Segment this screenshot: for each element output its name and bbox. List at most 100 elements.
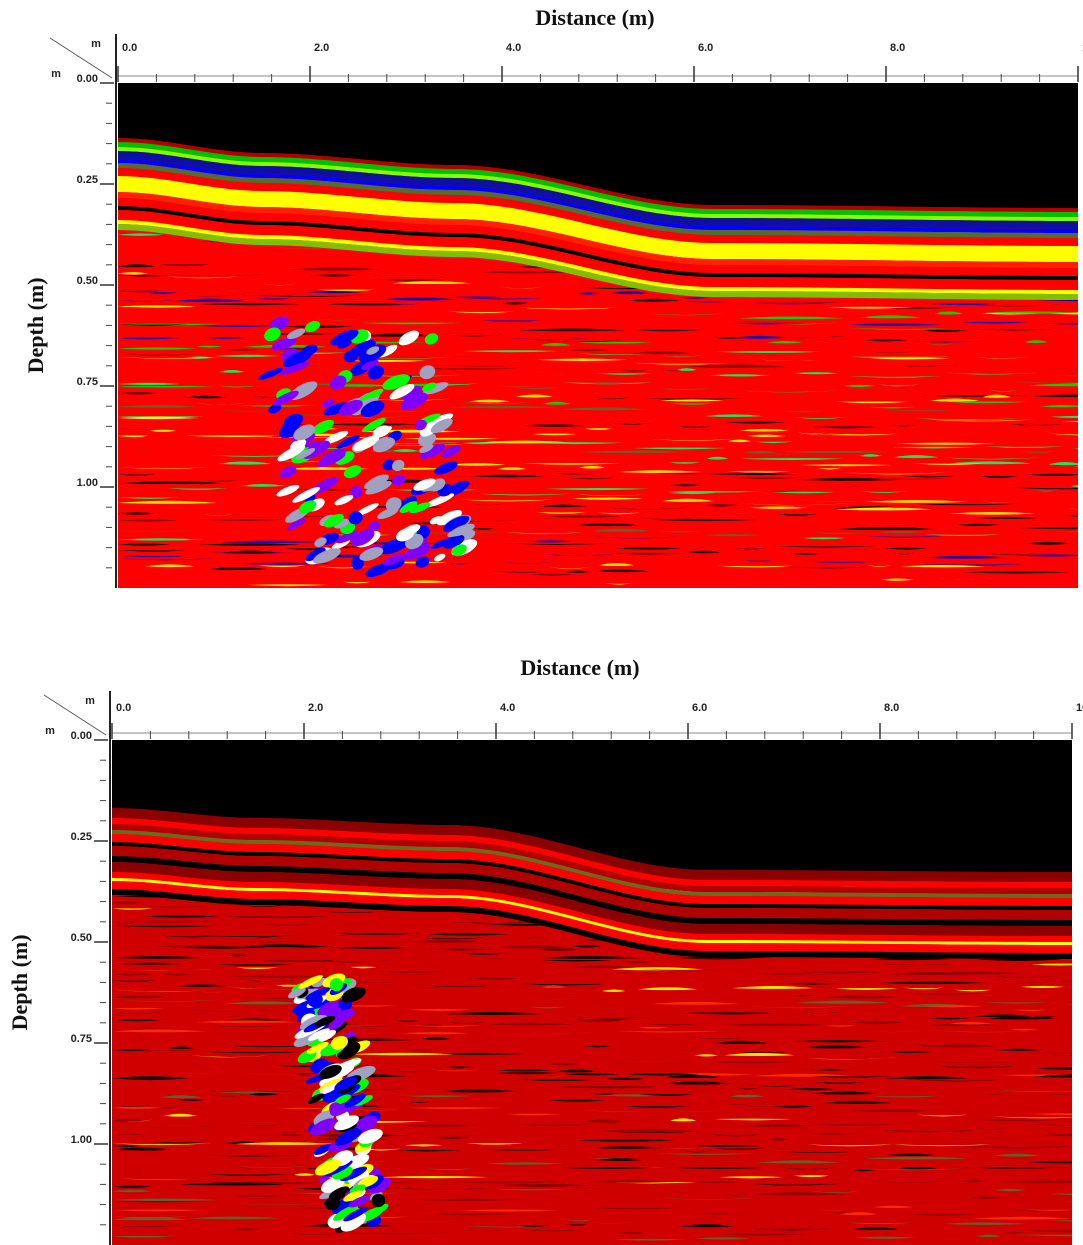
hyperbola <box>323 513 344 528</box>
hyperbola <box>415 556 430 568</box>
corner-y-unit: m <box>51 68 61 80</box>
reflection <box>112 915 719 924</box>
layer-band <box>112 824 1072 894</box>
layer-band <box>112 889 1072 959</box>
x-tick-label: 6.0 <box>698 42 713 54</box>
hyperbola <box>268 404 282 414</box>
hyperbola <box>441 445 461 458</box>
hyperbola <box>333 1205 359 1221</box>
hyperbola <box>361 359 379 371</box>
layer-band <box>112 856 1072 926</box>
hyperbola <box>382 459 395 471</box>
hyperbola <box>314 1015 336 1027</box>
hyperbola <box>311 977 328 988</box>
reflection <box>118 558 1024 566</box>
reflection <box>112 991 1072 1000</box>
reflection <box>112 1072 1072 1082</box>
hyperbola <box>340 1166 368 1182</box>
hyperbola <box>340 1213 367 1232</box>
hyperbola <box>307 992 323 1008</box>
y-tick-label: 0.25 <box>77 174 98 186</box>
hyperbola <box>334 1127 363 1146</box>
hyperbola <box>343 465 362 479</box>
reflection <box>313 311 1078 321</box>
hyperbola <box>362 417 386 433</box>
hyperbola <box>357 1128 383 1144</box>
reflection <box>112 1216 1072 1228</box>
hyperbola <box>325 1197 341 1211</box>
hyperbola <box>424 493 455 508</box>
layer-band <box>112 808 1072 882</box>
x-tick-label: 10.0 <box>1076 702 1083 714</box>
hyperbola <box>443 534 465 549</box>
hyperbola <box>279 362 310 375</box>
radargram <box>112 740 1072 1245</box>
hyperbola <box>359 547 384 561</box>
hyperbola <box>264 327 281 342</box>
reflection <box>118 448 1058 456</box>
hyperbola <box>338 399 363 417</box>
reflection <box>206 1166 1069 1176</box>
hyperbola <box>351 556 364 570</box>
hyperbola <box>409 502 431 514</box>
y-tick-label: 0.50 <box>71 932 92 944</box>
reflection <box>112 965 1024 977</box>
reflection <box>417 364 787 372</box>
reflection <box>118 472 1078 483</box>
hyperbola <box>392 474 406 486</box>
layer-band <box>118 151 1078 229</box>
reflection <box>195 1020 1039 1033</box>
hyperbola <box>304 321 321 333</box>
hyperbola <box>334 495 354 506</box>
x-tick-label: 4.0 <box>506 42 521 54</box>
hyperbola <box>318 1064 342 1080</box>
reflection <box>112 1099 891 1108</box>
x-tick-label: 4.0 <box>500 702 515 714</box>
hyperbola <box>330 1035 349 1050</box>
x-tick-label: 0.0 <box>122 42 137 54</box>
reflection <box>144 561 986 569</box>
hyperbola <box>434 553 446 562</box>
hyperbola <box>350 487 363 497</box>
reflection <box>402 522 1078 531</box>
hyperbola <box>312 548 341 564</box>
reflection <box>118 324 1055 332</box>
hyperbola <box>258 367 283 380</box>
hyperbola <box>351 529 375 547</box>
hyperbola <box>401 524 421 536</box>
hyperbola <box>372 426 393 438</box>
reflection <box>190 1052 898 1060</box>
air-gap <box>112 740 1072 872</box>
y-axis-title: Depth (m) <box>7 934 32 1030</box>
reflection <box>112 1223 899 1231</box>
reflection <box>118 295 1078 306</box>
hyperbola <box>337 1042 361 1060</box>
reflection <box>118 414 1078 421</box>
hyperbola <box>329 978 343 992</box>
reflection <box>118 427 1078 438</box>
hyperbola <box>343 1190 363 1202</box>
layer-band <box>112 862 1072 936</box>
hyperbola <box>400 392 428 411</box>
layer-band <box>112 834 1072 906</box>
y-tick-label: 0.75 <box>77 376 98 388</box>
reflection <box>118 465 946 475</box>
hyperbola <box>424 333 439 345</box>
reflection <box>112 980 1071 987</box>
reflection <box>220 535 948 545</box>
reflection <box>192 320 1078 328</box>
reflection <box>118 383 1078 396</box>
hyperbola <box>309 1118 337 1136</box>
layer-band <box>112 881 1072 953</box>
hyperbola <box>349 1184 366 1194</box>
hyperbola <box>271 337 297 351</box>
reflection <box>112 1044 1072 1054</box>
reflection <box>185 350 951 359</box>
x-tick-label: 0.0 <box>116 702 131 714</box>
hyperbola <box>382 553 404 566</box>
x-tick-label: 2.0 <box>308 702 323 714</box>
reflection <box>112 1234 1072 1241</box>
hyperbola <box>321 399 335 408</box>
reflection <box>118 356 1029 365</box>
